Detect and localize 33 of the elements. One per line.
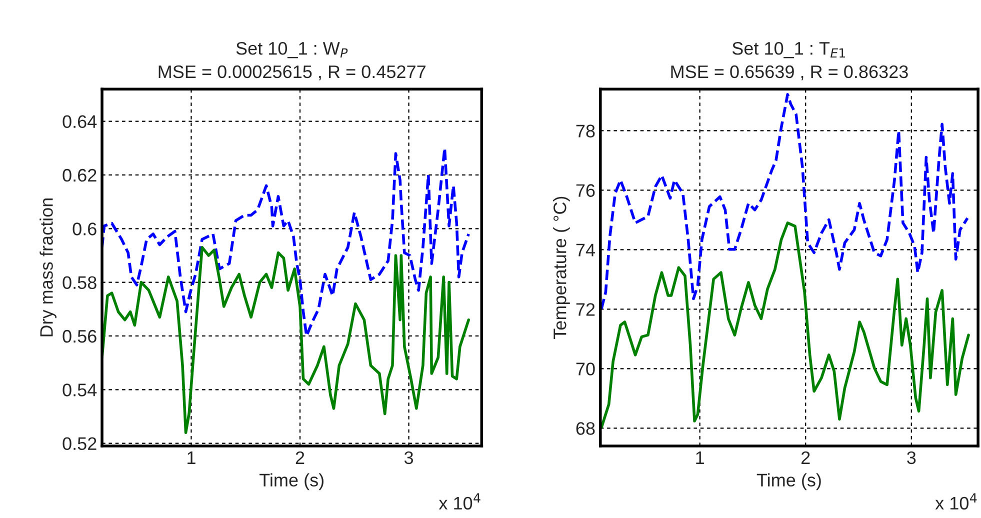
chart-subtitle: MSE = 0.00025615 , R = 0.45277 [158,65,426,80]
chart-subtitle: MSE = 0.65639 , R = 0.86323 [671,65,908,80]
y-axis-title: Dry mass fraction [40,198,56,336]
y-axis-title: Temperature ( °C) [553,196,570,339]
y-tick-label: 70 [576,362,595,376]
y-tick-label: 0.62 [62,168,96,182]
text: x 10$^{4}$ [438,493,480,510]
line-series [600,93,969,310]
y-tick-label: 76 [576,184,595,197]
x-axis-title: Time (s) [260,473,324,490]
x-tick-label: 3 [907,451,916,464]
line-series [102,246,470,434]
x-tick-label: 3 [404,451,414,464]
y-tick-label: 72 [576,303,595,316]
y-tick-label: 0.6 [72,222,96,236]
y-tick-label: 0.54 [62,384,97,396]
y-tick-label: 0.58 [62,276,96,290]
y-tick-label: 68 [576,422,595,435]
text: x 10$^{4}$ [935,493,977,510]
y-tick-label: 74 [576,244,595,256]
y-tick-label: 0.56 [62,330,96,343]
x-tick-label: 1 [188,452,196,464]
x-tick-label: 1 [696,452,704,464]
y-tick-label: 78 [576,124,595,138]
chart-title: Set 10_1 : W$_{P}$ [236,42,348,58]
y-tick-label: 0.52 [62,437,96,450]
x-tick-label: 2 [296,451,304,464]
x-tick-label: 2 [802,451,810,464]
y-tick-label: 0.64 [62,115,97,128]
line-series [102,146,470,338]
x-axis-title: Time (s) [756,473,821,490]
chart-title: Set 10_1 : T$_{E1}$ [732,42,846,58]
line-series [600,222,970,429]
